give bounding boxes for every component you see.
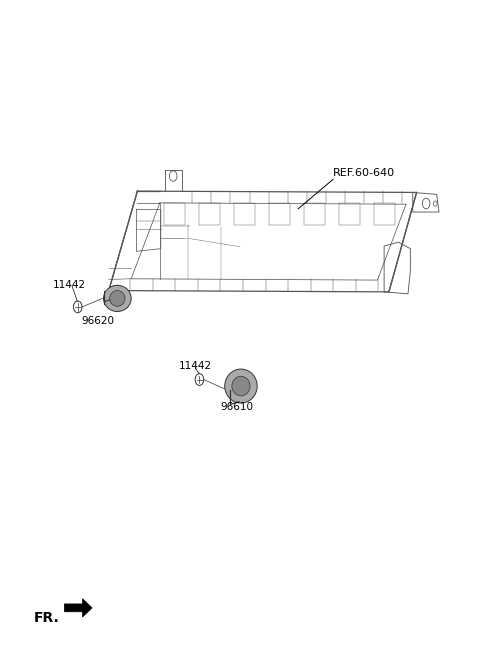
Text: FR.: FR.: [34, 611, 60, 625]
Ellipse shape: [104, 285, 131, 311]
Text: 96610: 96610: [220, 402, 253, 412]
Text: REF.60-640: REF.60-640: [333, 168, 395, 178]
Text: 11442: 11442: [179, 361, 212, 371]
Ellipse shape: [110, 290, 125, 306]
Ellipse shape: [232, 376, 250, 396]
Text: 96620: 96620: [82, 315, 115, 326]
Polygon shape: [64, 599, 92, 617]
Text: 11442: 11442: [53, 280, 86, 290]
Ellipse shape: [225, 369, 257, 403]
